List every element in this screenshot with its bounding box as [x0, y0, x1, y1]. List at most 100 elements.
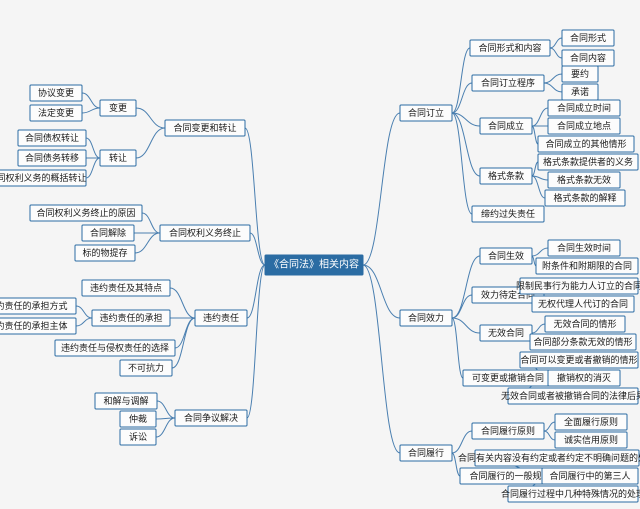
node-label: 可变更或撤销合同: [472, 372, 544, 383]
node-label: 合同可以变更或者撤销的情形: [520, 354, 637, 365]
node-R2c: 无效合同: [480, 325, 532, 341]
node-label: 格式条款: [488, 170, 524, 181]
node-label: 合同成立的其他情形: [545, 138, 626, 149]
node-label: 和解与调解: [103, 395, 148, 406]
node-label: 合同履行的一般规定: [469, 470, 550, 481]
node-label: 违约责任与侵权责任的选择: [61, 342, 169, 353]
node-R1d2: 格式条款无效: [548, 172, 620, 188]
node-R1d3: 格式条款的解释: [545, 190, 625, 206]
node-label: 合同履行中的第三人: [549, 470, 630, 481]
node-label: 合同债权转让: [25, 132, 79, 143]
node-L3b1: 违约责任的承担方式: [0, 298, 76, 314]
node-label: 无效合同: [488, 327, 524, 338]
node-label: 缔约过失责任: [481, 208, 535, 219]
node-R3a1: 全面履行原则: [555, 414, 627, 430]
node-label: 违约责任及其特点: [90, 282, 162, 293]
node-L3a: 违约责任及其特点: [82, 280, 170, 296]
node-R1b: 合同订立程序: [472, 75, 544, 91]
node-R1c2: 合同成立地点: [548, 118, 620, 134]
node-R1c3: 合同成立的其他情形: [538, 136, 634, 152]
node-label: 合同形式和内容: [478, 42, 541, 53]
node-R3a: 合同履行原则: [472, 423, 544, 439]
node-label: 法定变更: [38, 107, 74, 118]
node-label: 合同生效: [488, 250, 524, 261]
node-R2: 合同效力: [400, 310, 452, 326]
node-label: 违约责任的承担: [99, 312, 162, 323]
node-label: 合同履行: [408, 447, 444, 458]
node-label: 合同形式: [570, 32, 606, 43]
node-label: 变更: [109, 102, 127, 113]
node-label: 违约责任的承担主体: [0, 320, 68, 331]
node-R3b1: 合同有关内容没有约定或者约定不明确问题的处理: [458, 450, 640, 466]
node-L1a1: 协议变更: [30, 85, 82, 101]
node-R2c2: 合同部分条款无效的情形: [530, 334, 636, 350]
node-label: 标的物提存: [82, 247, 127, 258]
node-label: 合同订立: [408, 107, 444, 118]
node-R1e: 缔约过失责任: [472, 206, 544, 222]
node-label: 全面履行原则: [564, 416, 618, 427]
node-R3b2: 合同履行中的第三人: [542, 468, 638, 484]
node-label: 格式条款提供者的义务: [543, 156, 633, 167]
node-R2a: 合同生效: [480, 248, 532, 264]
node-L2a: 合同权利义务终止的原因: [30, 205, 142, 221]
node-label: 无效合同或者被撤销合同的法律后果: [501, 390, 640, 401]
node-R2d1: 合同可以变更或者撤销的情形: [520, 352, 638, 368]
node-R1d1: 格式条款提供者的义务: [538, 154, 638, 170]
node-label: 合同权利义务的概括转让: [0, 172, 87, 183]
node-R1b1: 要约: [562, 66, 598, 82]
node-L2b: 合同解除: [82, 225, 134, 241]
node-label: 诉讼: [129, 431, 147, 442]
node-R3a2: 诚实信用原则: [555, 432, 627, 448]
node-L1b2: 合同债务转移: [18, 150, 86, 166]
node-label: 合同效力: [408, 312, 444, 323]
node-label: 无效合同的情形: [553, 318, 616, 329]
node-R1c: 合同成立: [480, 118, 532, 134]
node-R1a: 合同形式和内容: [470, 40, 550, 56]
node-L4c: 诉讼: [120, 429, 156, 445]
node-label: 合同有关内容没有约定或者约定不明确问题的处理: [458, 452, 640, 463]
node-label: 撤销权的消灭: [557, 372, 611, 383]
node-label: 要约: [571, 68, 589, 79]
node-L3: 违约责任: [195, 310, 247, 326]
node-label: 合同成立: [488, 120, 524, 131]
node-R2b2: 无权代理人代订的合同: [532, 296, 634, 312]
node-label: 仲裁: [129, 413, 147, 424]
node-L1: 合同变更和转让: [165, 120, 245, 136]
node-label: 限制民事行为能力人订立的合同: [516, 280, 640, 291]
node-label: 不可抗力: [128, 362, 164, 373]
node-label: 转让: [109, 152, 127, 163]
node-R1: 合同订立: [400, 105, 452, 121]
node-L4: 合同争议解决: [175, 410, 247, 426]
node-root: 《合同法》相关内容: [265, 255, 363, 275]
node-label: 合同债务转移: [25, 152, 79, 163]
node-label: 合同履行原则: [481, 425, 535, 436]
node-L4b: 仲裁: [120, 411, 156, 427]
node-R1a1: 合同形式: [562, 30, 614, 46]
node-R2a2: 附条件和附期限的合同: [536, 258, 638, 274]
node-R2d3: 无效合同或者被撤销合同的法律后果: [501, 388, 640, 404]
node-L1b1: 合同债权转让: [18, 130, 86, 146]
mindmap-canvas: 《合同法》相关内容 合同变更和转让 变更 协议变更法定变更转让 合同债权转让合同债务转移…: [0, 0, 640, 509]
node-L1a2: 法定变更: [30, 105, 82, 121]
node-L3d: 不可抗力: [120, 360, 172, 376]
node-R1b2: 承诺: [562, 84, 598, 100]
node-R1d: 格式条款: [480, 168, 532, 184]
node-label: 《合同法》相关内容: [269, 258, 359, 271]
node-label: 合同解除: [90, 227, 126, 238]
node-L3b: 违约责任的承担: [92, 310, 170, 326]
node-R2b1: 限制民事行为能力人订立的合同: [516, 278, 640, 294]
node-R2a1: 合同生效时间: [548, 240, 620, 256]
node-label: 合同权利义务终止的原因: [36, 207, 135, 218]
node-R1a2: 合同内容: [562, 50, 614, 66]
node-R3: 合同履行: [400, 445, 452, 461]
node-label: 违约责任的承担方式: [0, 300, 68, 311]
node-L2: 合同权利义务终止: [160, 225, 250, 241]
node-label: 合同订立程序: [481, 77, 535, 88]
node-label: 合同部分条款无效的情形: [533, 336, 632, 347]
node-L4a: 和解与调解: [95, 393, 157, 409]
node-R2d: 可变更或撤销合同: [463, 370, 553, 386]
node-label: 协议变更: [38, 87, 74, 98]
node-label: 合同成立时间: [557, 102, 611, 113]
node-label: 合同变更和转让: [173, 122, 236, 133]
node-label: 格式条款无效: [557, 174, 611, 185]
